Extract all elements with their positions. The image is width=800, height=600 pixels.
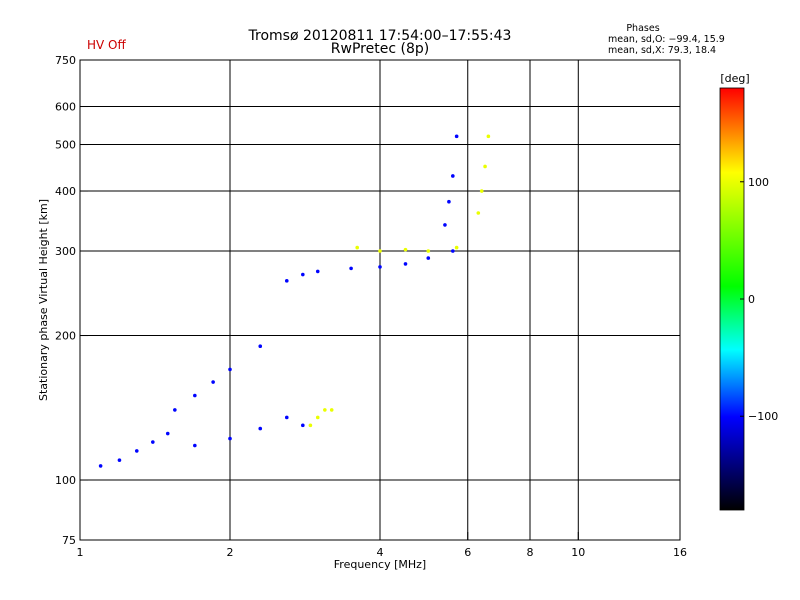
- echo-point: [134, 449, 139, 453]
- chart-title-line1: Tromsø 20120811 17:54:00–17:55:43: [248, 28, 512, 44]
- echo-point: [258, 344, 263, 349]
- echo-point: [443, 223, 447, 227]
- echo-point: [228, 367, 232, 372]
- y-tick-label: 300: [55, 245, 76, 258]
- echo-point: [403, 262, 408, 266]
- echo-point: [211, 380, 215, 384]
- echo-point: [315, 415, 320, 420]
- x-tick-label: 1: [77, 546, 84, 559]
- echo-point: [151, 440, 155, 444]
- echo-point: [315, 269, 320, 274]
- echo-point: [451, 249, 455, 253]
- echo-point: [258, 426, 263, 431]
- y-tick-label: 75: [62, 534, 76, 547]
- y-tick-label: 100: [55, 474, 76, 487]
- x-tick-label: 10: [571, 546, 585, 559]
- echo-point: [486, 134, 491, 139]
- echo-point: [378, 249, 382, 253]
- echo-point: [447, 199, 451, 204]
- grid-lines: [80, 60, 680, 540]
- colorbar-tick-label: 0: [748, 293, 755, 306]
- echo-point: [117, 458, 122, 462]
- x-tick-label: 2: [227, 546, 234, 559]
- plot-frame: [79, 59, 681, 541]
- echo-point: [284, 415, 289, 420]
- echo-point: [301, 272, 305, 277]
- colorbar-label: [deg]: [720, 72, 749, 85]
- echo-point: [454, 245, 459, 250]
- echo-point: [355, 245, 359, 250]
- echo-point: [228, 436, 232, 441]
- echo-point: [476, 211, 481, 215]
- echo-point: [329, 408, 334, 412]
- y-tick-label: 600: [55, 101, 76, 114]
- echo-point: [193, 393, 197, 398]
- axes: 1 2 4 6 8 10 16 75 100 200 300 400 500 600 750: [55, 54, 687, 559]
- echo-point: [193, 443, 197, 448]
- echo-point: [426, 249, 431, 253]
- chart-title-line2: RwPretec (8p): [331, 41, 429, 57]
- echo-point: [349, 266, 353, 271]
- echo-point: [165, 431, 170, 436]
- echo-point: [483, 164, 487, 169]
- echo-point: [403, 247, 408, 252]
- phases-o-stats: mean, sd,O: −99.4, 15.9: [608, 34, 725, 45]
- echo-point: [479, 189, 484, 193]
- colorbar-ticks: 100 0 −100: [740, 176, 778, 423]
- phases-heading: Phases: [626, 23, 659, 34]
- echo-point: [308, 423, 313, 428]
- echo-point: [301, 423, 305, 428]
- y-tick-label: 750: [55, 54, 76, 67]
- echo-point: [454, 134, 459, 139]
- y-tick-label: 500: [55, 139, 76, 152]
- x-tick-label: 8: [527, 546, 534, 559]
- phases-x-stats: mean, sd,X: 79.3, 18.4: [608, 45, 716, 56]
- echo-point: [426, 256, 431, 260]
- echo-point: [323, 408, 327, 412]
- x-tick-label: 4: [377, 546, 384, 559]
- colorbar-tick-label: 100: [748, 176, 769, 189]
- echo-points: [98, 134, 491, 468]
- y-tick-label: 400: [55, 185, 76, 198]
- echo-point: [98, 464, 103, 468]
- x-tick-label: 6: [464, 546, 471, 559]
- echo-point: [451, 174, 455, 178]
- y-tick-label: 200: [55, 330, 76, 343]
- y-axis-label: Stationary phase Virtual Height [km]: [37, 199, 50, 401]
- echo-point: [173, 408, 177, 412]
- echo-point: [284, 279, 289, 283]
- echo-point: [378, 265, 382, 269]
- colorbar-tick-label: −100: [748, 410, 778, 423]
- phase-colorbar: [719, 87, 745, 511]
- x-axis-label: Frequency [MHz]: [334, 558, 426, 571]
- hv-status-label: HV Off: [87, 38, 126, 52]
- x-tick-label: 16: [673, 546, 687, 559]
